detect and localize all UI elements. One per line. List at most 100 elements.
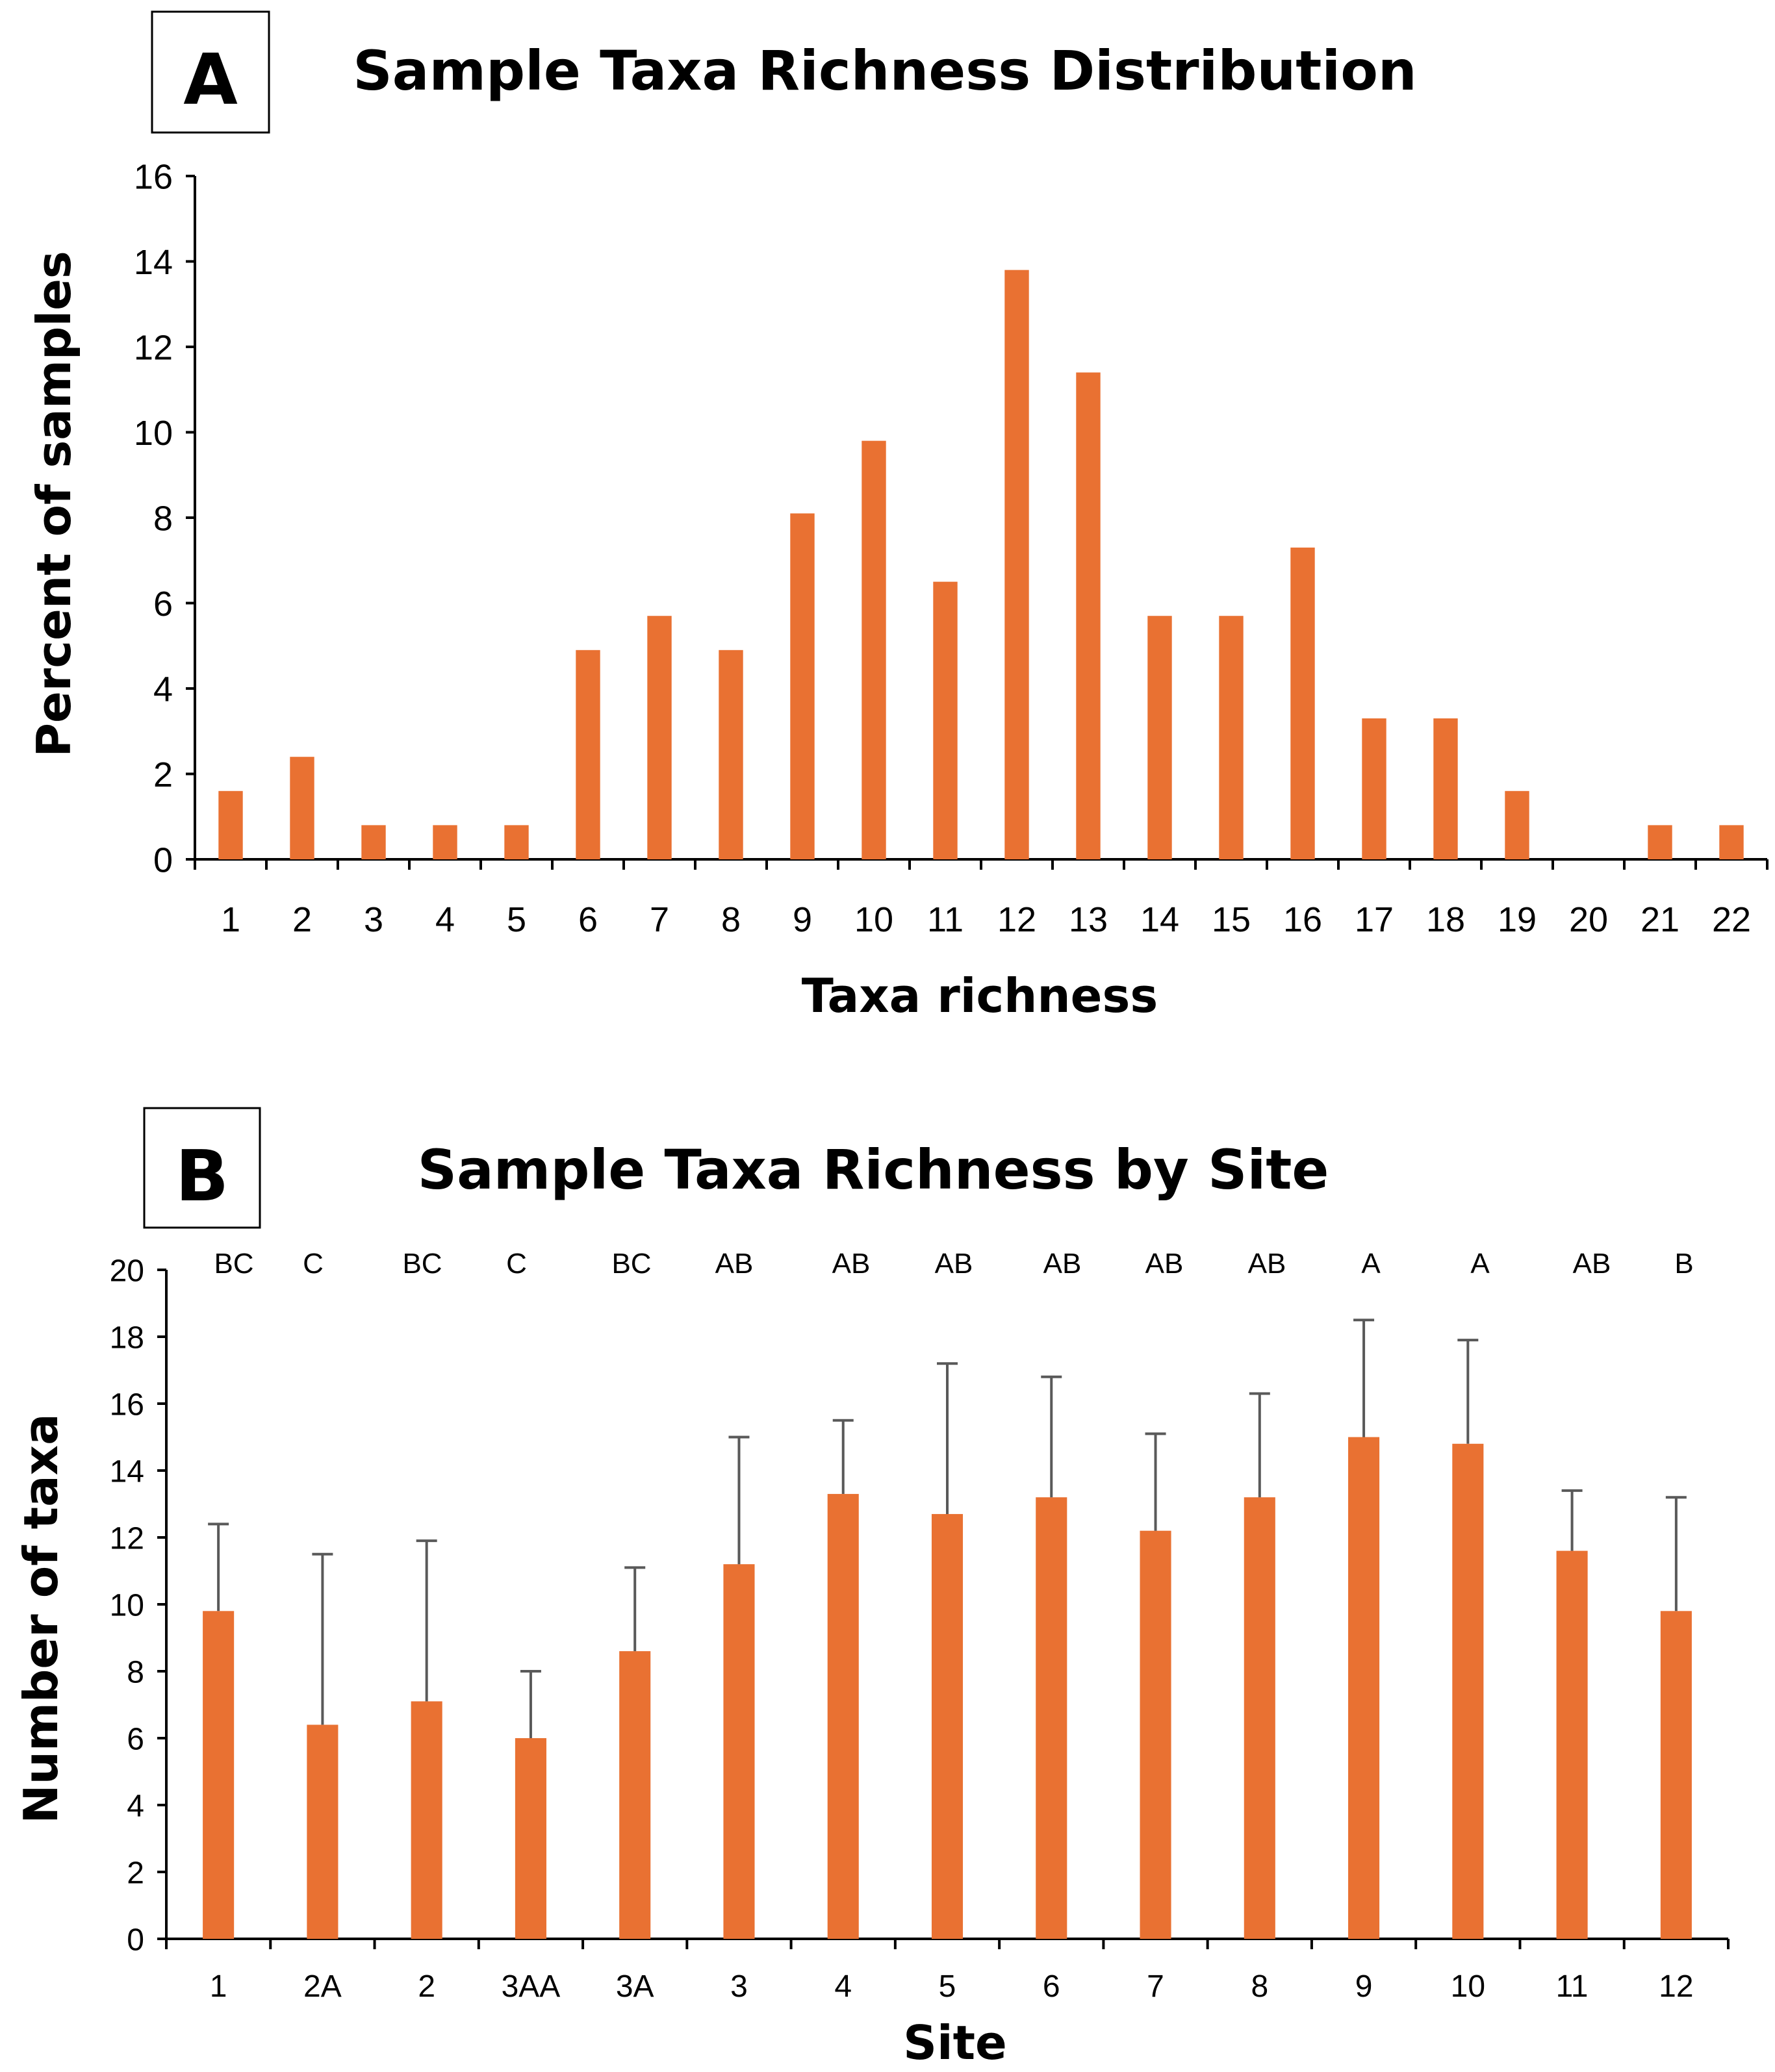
x-tick-label: 10 [1451,1969,1485,2004]
y-tick-label: 16 [110,1387,144,1422]
y-tick-label: 2 [127,1856,144,1890]
bar [647,616,672,859]
bar [931,1513,964,1939]
x-tick-label: 7 [1147,1969,1164,2004]
bar [1244,1497,1275,1939]
bar [1505,790,1529,859]
x-tick-label: 8 [721,900,741,939]
x-tick-label: 4 [834,1969,852,2004]
bar [1433,718,1458,859]
x-tick-label: 9 [1355,1969,1373,2004]
significance-letter: A [1361,1248,1381,1280]
bar [1076,372,1101,859]
x-tick-label: 3 [364,900,383,939]
x-tick-label: 1 [221,900,240,939]
bar [1660,1611,1692,1939]
panel-b-significance-letters: BC C BC C BC AB AB AB AB AB AB A A AB B [214,1248,1693,1280]
bar [203,1611,235,1939]
bar [719,650,743,859]
x-tick-label: 10 [854,900,893,939]
bar [1219,616,1244,859]
bar [1147,616,1172,859]
x-tick-label: 2 [292,900,312,939]
bar [1036,1497,1067,1939]
bar [504,825,529,859]
x-tick-label: 8 [1251,1969,1268,2004]
significance-letter: AB [935,1248,973,1280]
x-tick-label: 3A [616,1969,654,2004]
y-tick-label: 12 [110,1521,144,1556]
panel-b-y-axis-title: Number of taxa [14,1413,68,1823]
panel-b-bars [203,1437,1692,1939]
bar [1004,270,1029,859]
x-tick-label: 1 [210,1969,227,2004]
y-tick-label: 8 [127,1655,144,1689]
bar [307,1725,338,1939]
x-tick-label: 3 [730,1969,748,2004]
bar [515,1738,546,1939]
significance-letter: AB [1043,1248,1082,1280]
panel-b: B Sample Taxa Richness by Site Site Numb… [14,1107,1730,2070]
panel-a-letter: A [183,40,238,121]
x-tick-label: 11 [1556,1969,1589,2004]
panel-a-x-axis: 1 2 3 4 5 6 7 8 9 10 11 12 13 14 15 16 17 18 19 20 21 22 [194,858,1769,939]
y-tick-label: 4 [127,1789,144,1823]
panel-a-y-axis-title: Percent of samples [27,251,81,757]
x-tick-label: 9 [793,900,812,939]
x-tick-label: 13 [1069,900,1108,939]
bar [790,513,815,859]
bar [361,825,386,859]
significance-letter: BC [611,1248,651,1280]
x-tick-label: 21 [1641,900,1679,939]
bar [218,790,243,859]
significance-letter: C [303,1248,324,1280]
y-tick-label: 20 [110,1254,144,1288]
x-tick-label: 5 [507,900,526,939]
x-tick-label: 14 [1140,900,1179,939]
x-tick-label: 2A [303,1969,342,2004]
panel-a-y-axis: 0 2 4 6 8 10 12 14 16 [134,157,196,879]
x-tick-label: 3AA [502,1969,561,2004]
bar [1648,825,1672,859]
x-tick-label: 20 [1569,900,1608,939]
bar [411,1701,442,1939]
x-tick-label: 16 [1283,900,1322,939]
x-tick-label: 12 [1659,1969,1693,2004]
panel-b-error-bars [208,1319,1687,1738]
x-tick-label: 5 [939,1969,956,2004]
y-tick-label: 12 [134,328,173,367]
panel-b-label-box [143,1107,261,1229]
bar [723,1564,755,1939]
significance-letter: A [1470,1248,1490,1280]
x-tick-label: 7 [650,900,669,939]
panel-a-label-box [151,10,270,134]
bar [290,757,314,859]
significance-letter: B [1674,1248,1693,1280]
bar [433,825,457,859]
y-tick-label: 0 [127,1923,144,1957]
significance-letter: AB [715,1248,754,1280]
y-tick-label: 14 [110,1454,144,1489]
x-tick-label: 11 [927,900,964,939]
bar [827,1494,859,1939]
bar [1290,548,1315,859]
y-tick-label: 10 [134,414,173,453]
bar [1556,1550,1588,1939]
panel-b-title: Sample Taxa Richness by Site [418,1138,1329,1202]
x-tick-label: 12 [997,900,1036,939]
x-tick-label: 4 [435,900,455,939]
bar [933,581,958,859]
bar [1719,825,1744,859]
y-tick-label: 4 [153,670,173,709]
x-tick-label: 15 [1212,900,1251,939]
bar [1348,1437,1380,1939]
x-tick-label: 2 [418,1969,435,2004]
significance-letter: AB [832,1248,871,1280]
panel-a: A Sample Taxa Richness Distribution Taxa… [27,10,1769,1023]
y-tick-label: 0 [153,840,173,879]
panel-a-x-axis-title: Taxa richness [802,968,1158,1023]
panel-a-bars [218,270,1744,859]
panel-b-y-axis: 0 2 4 6 8 10 12 14 16 18 20 [110,1254,168,1957]
x-tick-label: 19 [1498,900,1537,939]
